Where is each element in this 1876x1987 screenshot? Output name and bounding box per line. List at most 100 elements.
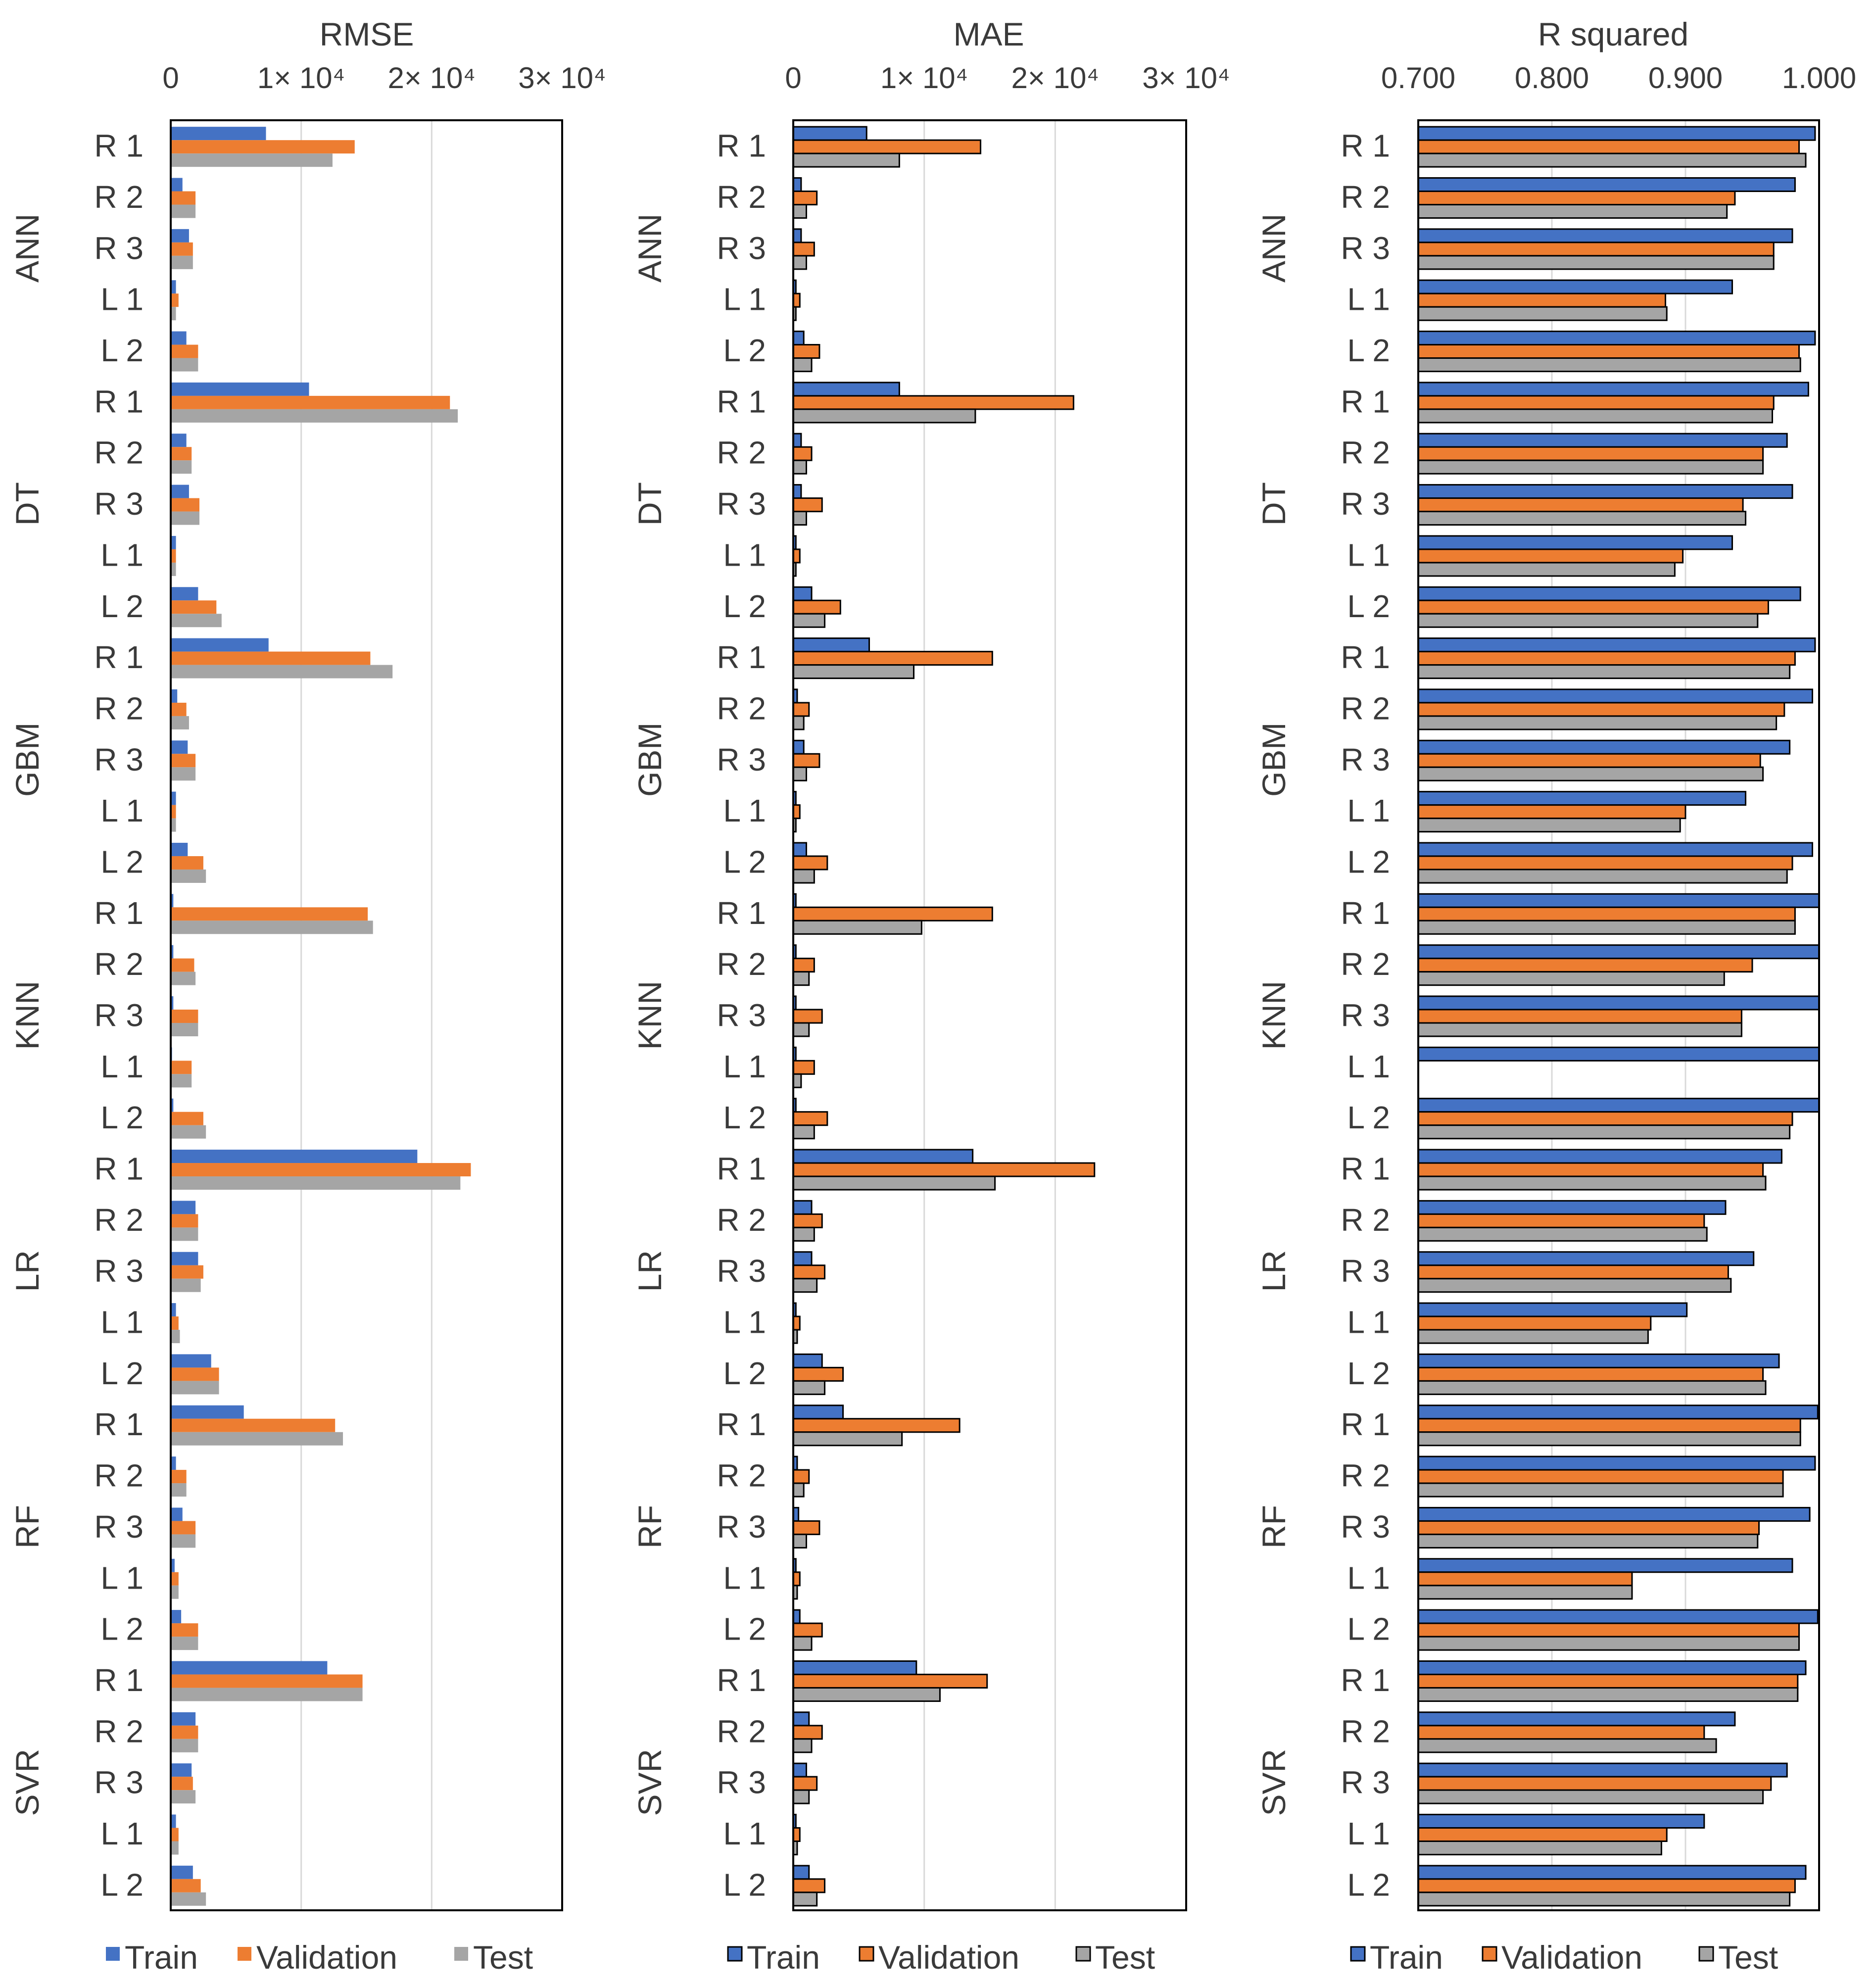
r-squared-bar-test (1417, 1789, 1764, 1804)
rmse-bar-validation (171, 1316, 179, 1330)
r-squared-bar-validation (1417, 1571, 1633, 1587)
mae-group-label: ANN (631, 214, 668, 283)
r-squared-category-label: R 1 (1341, 128, 1390, 164)
r-squared-bar-train (1417, 1149, 1782, 1164)
mae-category-label: R 2 (717, 435, 766, 471)
rmse-category-label: R 2 (94, 946, 144, 982)
mae-bar-validation (792, 1673, 988, 1689)
r-squared-bar-train (1417, 1455, 1816, 1471)
mae-bar-test (792, 511, 807, 526)
rmse-bar-train (171, 996, 174, 1010)
rmse-bar-validation (171, 395, 450, 409)
r-squared-bar-test (1417, 1431, 1801, 1447)
rmse-bar-train (171, 331, 187, 345)
r-squared-x-tick-label: 0.700 (1381, 61, 1455, 95)
mae-legend-train-label: Train (747, 1939, 820, 1976)
mae-bar-validation (792, 497, 823, 513)
r-squared-category-label: R 3 (1341, 1765, 1390, 1800)
r-squared-bar-test (1417, 1687, 1799, 1702)
mae-bar-train (792, 842, 807, 857)
rmse-category-label: R 3 (94, 1253, 144, 1289)
mae-bar-test (792, 1380, 826, 1395)
mae-bar-test (792, 1431, 903, 1447)
r-squared-bar-validation (1417, 1162, 1764, 1177)
r-squared-bar-test (1417, 971, 1725, 986)
r-squared-category-label: R 1 (1341, 1151, 1390, 1187)
rmse-bar-validation (171, 140, 355, 154)
mae-bar-train (792, 1200, 813, 1215)
r-squared-bar-validation (1417, 1776, 1772, 1791)
r-squared-panel: R squared 0.700 0.800 0.900 1.000 R 1 R 2 R 3 L… (1255, 16, 1856, 1911)
mae-bar-validation (792, 191, 818, 206)
rmse-bar-train (171, 791, 176, 805)
mae-category-label: R 1 (717, 895, 766, 931)
rmse-bar-train (171, 1405, 244, 1419)
mae-group-label: SVR (631, 1749, 668, 1816)
r-squared-bar-train (1417, 1506, 1811, 1522)
rmse-x-tick-label: 1× 10⁴ (257, 61, 345, 95)
rmse-group-label: LR (9, 1250, 46, 1292)
rmse-category-label: L 1 (100, 1305, 144, 1340)
rmse-bar-train (171, 485, 189, 498)
mae-bar-train (792, 637, 870, 653)
rmse-bar-test (171, 716, 189, 729)
rmse-bar-train (171, 1354, 211, 1368)
rmse-category-label: R 3 (94, 230, 144, 266)
r-squared-bar-train (1417, 739, 1791, 755)
mae-bar-test (792, 1073, 802, 1088)
r-squared-bar-validation (1417, 1878, 1796, 1893)
rmse-bar-validation (171, 958, 194, 972)
mae-bar-validation (792, 1418, 961, 1433)
mae-plot-frame (792, 119, 1187, 1911)
rmse-group-label: GBM (9, 723, 46, 797)
rmse-bar-validation (171, 1521, 196, 1535)
r-squared-category-label: R 2 (1341, 946, 1390, 982)
r-squared-bar-train (1417, 1711, 1736, 1727)
r-squared-bar-validation (1417, 753, 1761, 768)
mae-x-tick-label: 3× 10⁴ (1142, 61, 1230, 95)
rmse-category-label: L 2 (100, 1611, 144, 1647)
r-squared-bar-validation (1417, 292, 1666, 308)
r-squared-category-label: L 1 (1347, 1560, 1390, 1596)
rmse-bar-train (171, 1865, 193, 1879)
r-squared-category-label: L 1 (1347, 1049, 1390, 1084)
mae-bar-validation (792, 651, 993, 666)
r-squared-bar-validation (1417, 804, 1686, 820)
rmse-legend-train-swatch (106, 1947, 120, 1961)
mae-category-label: R 2 (717, 946, 766, 982)
rmse-bar-test (171, 1739, 198, 1752)
rmse-legend-test-label: Test (473, 1939, 533, 1976)
rmse-x-tick-label: 0 (162, 61, 179, 95)
r-squared-title: R squared (1538, 16, 1689, 52)
rmse-panel: RMSE 0 1× 10⁴ 2× 10⁴ 3× 10⁴ R 1 R 2 R 3 L 1 L 2 A… (9, 16, 606, 1911)
mae-bar-validation (792, 958, 815, 973)
r-squared-bar-validation (1417, 1315, 1652, 1331)
r-squared-category-label: L 1 (1347, 537, 1390, 573)
mae-category-label: L 2 (723, 1867, 766, 1902)
mae-legend-test-label: Test (1095, 1939, 1155, 1976)
r-squared-category-label: L 2 (1347, 844, 1390, 879)
rmse-category-label: R 2 (94, 435, 144, 471)
r-squared-bar-train (1417, 1200, 1727, 1215)
r-squared-category-label: R 2 (1341, 1202, 1390, 1238)
mae-bar-test (792, 1687, 941, 1702)
r-squared-bar-test (1417, 1124, 1791, 1140)
rmse-group-label: DT (9, 482, 46, 526)
rmse-bar-validation (171, 907, 368, 921)
mae-bar-train (792, 1865, 810, 1880)
r-squared-bar-test (1417, 255, 1775, 270)
rmse-x-tick-label: 2× 10⁴ (388, 61, 476, 95)
mae-bar-test (792, 204, 807, 219)
r-squared-category-label: L 2 (1347, 588, 1390, 624)
r-squared-category-label: R 3 (1341, 742, 1390, 777)
mae-bar-train (792, 177, 802, 193)
rmse-bar-validation (171, 600, 217, 614)
r-squared-bar-test (1417, 766, 1764, 781)
r-squared-bar-validation (1417, 702, 1785, 717)
mae-category-label: R 1 (717, 384, 766, 419)
r-squared-bar-validation (1417, 651, 1796, 666)
mae-bar-test (792, 1738, 813, 1753)
mae-bar-validation (792, 1264, 826, 1280)
mae-bar-test (792, 920, 922, 935)
r-squared-x-tick-label: 1.000 (1782, 61, 1856, 95)
